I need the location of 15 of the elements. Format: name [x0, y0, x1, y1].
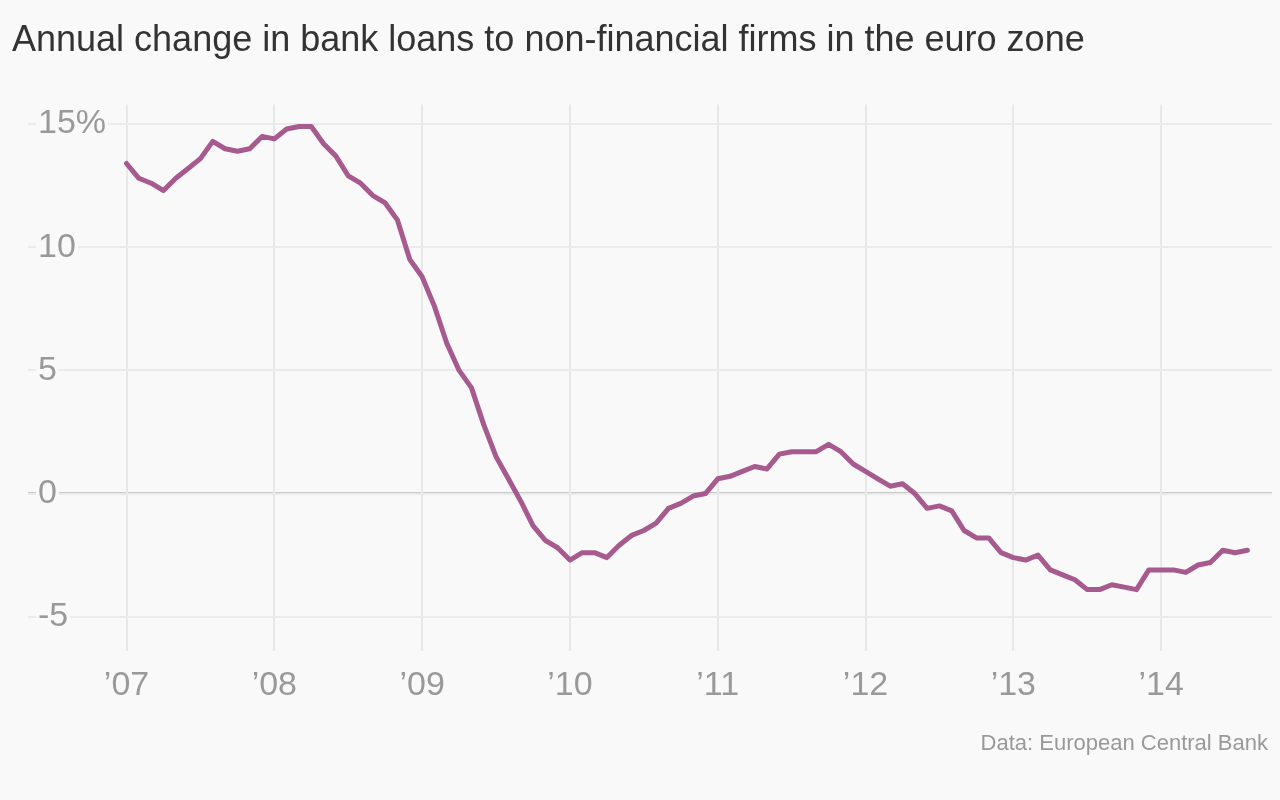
x-tick-label: ’07 — [103, 663, 150, 702]
x-tick-label: ’09 — [399, 663, 445, 702]
x-tick-label: ’13 — [990, 663, 1037, 702]
y-tick-label: 5 — [38, 348, 57, 387]
y-tick-label: -5 — [38, 595, 69, 634]
x-tick-label: ’14 — [1138, 663, 1184, 702]
text: Data: European Central Bank — [980, 730, 1268, 756]
x-tick-label: ’08 — [251, 663, 298, 702]
x-tick-label: ’10 — [547, 663, 593, 702]
y-tick-label: 15% — [38, 102, 107, 141]
x-tick-label: ’12 — [842, 663, 889, 702]
y-tick-label: 0 — [38, 471, 57, 510]
x-tick-label: ’11 — [696, 663, 740, 702]
chart-title: Annual change in bank loans to non-financial firms in the euro zone — [11, 17, 1086, 61]
y-tick-label: 10 — [38, 225, 76, 264]
